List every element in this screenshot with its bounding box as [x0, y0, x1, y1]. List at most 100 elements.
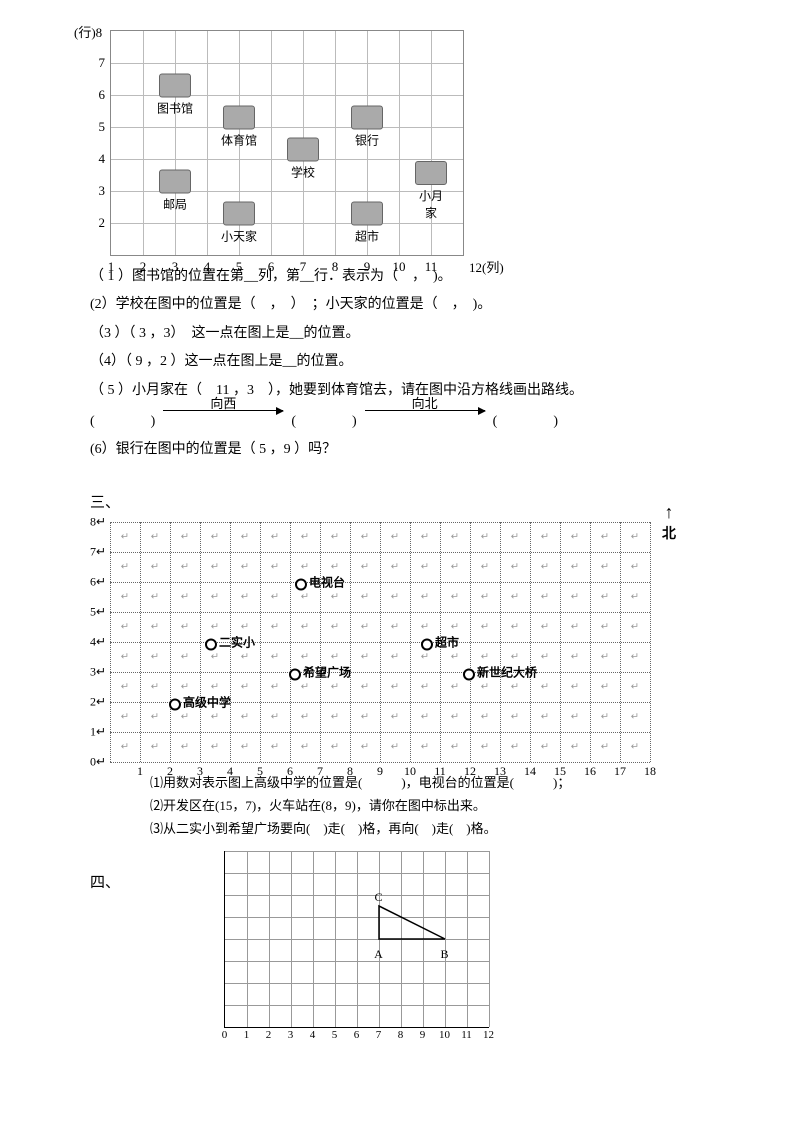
chart2-marker: 二实小 [205, 634, 255, 651]
q5: （ 5 ）小月家在（ 11 ，3 ），她要到体育馆去，请在图中沿方格线画出路线。 [90, 380, 710, 402]
arrow-north-label: 向北 [412, 396, 438, 411]
q2: (2）学校在图中的位置是（ ， ） ；小天家的位置是（ ， )。 [90, 294, 710, 316]
chart1-item-label: 图书馆 [157, 100, 193, 117]
chart3-xtick: 0 [222, 1027, 228, 1041]
chart2-xtick: 2 [167, 762, 173, 779]
questions-block: （ 1 ）图书馆的位置在第__列，第__行．表示为（ ， )。 (2）学校在图中… [90, 266, 710, 461]
chart1-y-title: (行)8 [74, 22, 102, 41]
chart2-marker-label: 希望广场 [303, 666, 351, 680]
chart1-xtick: 4 [204, 255, 211, 275]
chart2-marker-label: 高级中学 [183, 696, 231, 710]
chart1-ytick: 7 [99, 55, 112, 71]
chart3-xtick: 1 [244, 1027, 250, 1041]
chart3-xtick: 2 [266, 1027, 272, 1041]
arrow-west-label: 向西 [210, 396, 236, 411]
chart1-item-label: 小月家 [415, 187, 447, 221]
chart3-point-label: B [441, 947, 449, 962]
building-icon [223, 202, 255, 226]
chart2-marker: 电视台 [295, 574, 345, 591]
marker-dot-icon [169, 698, 181, 710]
chart2-xtick: 17 [614, 762, 626, 779]
chart1-xtick: 10 [393, 255, 406, 275]
chart2-ytick: 2↵ [90, 695, 110, 710]
marker-dot-icon [289, 668, 301, 680]
arrow-row: ( ) 向西 ( ) 向北 ( ) [90, 410, 710, 431]
chart1-xtick: 9 [364, 255, 371, 275]
chart2-xtick: 13 [494, 762, 506, 779]
chart2-marker-label: 超市 [435, 636, 459, 650]
section-4: 四、 [90, 871, 120, 892]
chart1-item-label: 银行 [351, 132, 383, 149]
chart3-point-label: A [374, 947, 383, 962]
building-icon [351, 202, 383, 226]
chart1-xtick: 2 [140, 255, 147, 275]
chart1-xtick: 1 [108, 255, 115, 275]
building-icon [287, 138, 319, 162]
chart3-grid: 0123456789101112ABC [224, 851, 489, 1028]
chart3-xtick: 9 [420, 1027, 426, 1041]
chart2-ytick: 0↵ [90, 755, 110, 770]
chart3-point-label: C [375, 890, 383, 905]
building-icon [415, 161, 447, 185]
chart1-item: 邮局 [159, 170, 191, 213]
chart2-xtick: 10 [404, 762, 416, 779]
s3: ⑶从二实小到希望广场要向( )走( )格，再向( )走( )格。 [150, 818, 710, 837]
chart2-marker: 新世纪大桥 [463, 664, 537, 681]
chart2-marker: 超市 [421, 634, 459, 651]
chart2-xtick: 5 [257, 762, 263, 779]
chart1-item-label: 学校 [287, 164, 319, 181]
chart2-ytick: 8↵ [90, 515, 110, 530]
chart2-xtick: 9 [377, 762, 383, 779]
chart1-ytick: 4 [99, 151, 112, 167]
chart1-grid: 234567123456789101112(列)图书馆体育馆银行学校邮局小天家超… [110, 30, 464, 256]
marker-dot-icon [463, 668, 475, 680]
north-indicator: 北 [662, 502, 676, 543]
chart2-marker-label: 电视台 [309, 576, 345, 590]
chart2-xtick: 4 [227, 762, 233, 779]
chart2-ytick: 4↵ [90, 635, 110, 650]
chart1-ytick: 2 [99, 215, 112, 231]
chart3-triangle [225, 851, 489, 1027]
chart2-xtick: 11 [434, 762, 446, 779]
chart1-ytick: 5 [99, 119, 112, 135]
chart1-item: 小月家 [415, 161, 447, 221]
chart1-item-label: 邮局 [159, 196, 191, 213]
chart1-xtick: 7 [300, 255, 307, 275]
chart1-container: (行)8 234567123456789101112(列)图书馆体育馆银行学校邮… [110, 30, 710, 256]
chart3-xtick: 10 [439, 1027, 450, 1041]
chart1-item-label: 超市 [351, 228, 383, 245]
marker-dot-icon [421, 638, 433, 650]
chart2-xtick: 8 [347, 762, 353, 779]
sub-questions: ⑴用数对表示图上高级中学的位置是( )，电视台的位置是( )； ⑵开发区在(15… [150, 772, 710, 837]
chart2-container: ↵↵↵↵↵↵↵↵↵↵↵↵↵↵↵↵↵↵↵↵↵↵↵↵↵↵↵↵↵↵↵↵↵↵↵↵↵↵↵↵… [110, 522, 710, 762]
chart2-xtick: 3 [197, 762, 203, 779]
chart3-xtick: 7 [376, 1027, 382, 1041]
marker-dot-icon [205, 638, 217, 650]
chart2-ytick: 7↵ [90, 545, 110, 560]
chart2-xtick: 15 [554, 762, 566, 779]
q3: （3 ）（ 3 ，3） 这一点在图上是__的位置。 [90, 323, 710, 345]
chart2-xtick: 18 [644, 762, 656, 779]
chart1-xtick: 6 [268, 255, 275, 275]
chart2-ytick: 1↵ [90, 725, 110, 740]
paren: ( ) [493, 410, 558, 430]
chart1-item-label: 体育馆 [221, 132, 257, 149]
arrow-west: 向西 [163, 410, 283, 431]
building-icon [159, 170, 191, 194]
chart1-item: 学校 [287, 138, 319, 181]
chart3-xtick: 3 [288, 1027, 294, 1041]
paren: ( ) [90, 410, 155, 430]
chart1-ytick: 3 [99, 183, 112, 199]
chart3-container: 0123456789101112ABC [224, 851, 489, 1028]
q4: （4）（ 9 ，2 ）这一点在图上是__的位置。 [90, 351, 710, 373]
arrow-north: 向北 [365, 410, 485, 431]
s2: ⑵开发区在(15，7)，火车站在(8，9)，请你在图中标出来。 [150, 795, 710, 814]
chart2-xtick: 1 [137, 762, 143, 779]
chart2-xtick: 14 [524, 762, 536, 779]
chart3-xtick: 5 [332, 1027, 338, 1041]
chart2-ytick: 6↵ [90, 575, 110, 590]
chart1-item: 银行 [351, 106, 383, 149]
marker-dot-icon [295, 578, 307, 590]
chart1-xtick: 5 [236, 255, 243, 275]
chart1-x-title: 12(列) [469, 257, 504, 276]
